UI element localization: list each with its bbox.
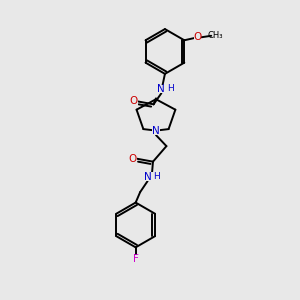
FancyBboxPatch shape [129, 97, 138, 106]
FancyBboxPatch shape [157, 85, 170, 93]
FancyBboxPatch shape [129, 154, 137, 163]
FancyBboxPatch shape [132, 254, 140, 263]
Text: CH₃: CH₃ [207, 31, 223, 40]
Text: F: F [133, 254, 139, 264]
Text: O: O [130, 96, 138, 106]
Text: H: H [153, 172, 160, 181]
FancyBboxPatch shape [152, 126, 160, 135]
Text: O: O [129, 154, 137, 164]
Text: N: N [152, 126, 160, 136]
Text: N: N [158, 84, 165, 94]
FancyBboxPatch shape [144, 172, 157, 181]
Text: N: N [144, 172, 152, 182]
FancyBboxPatch shape [194, 34, 201, 40]
Text: O: O [194, 32, 202, 42]
Text: H: H [167, 84, 173, 93]
